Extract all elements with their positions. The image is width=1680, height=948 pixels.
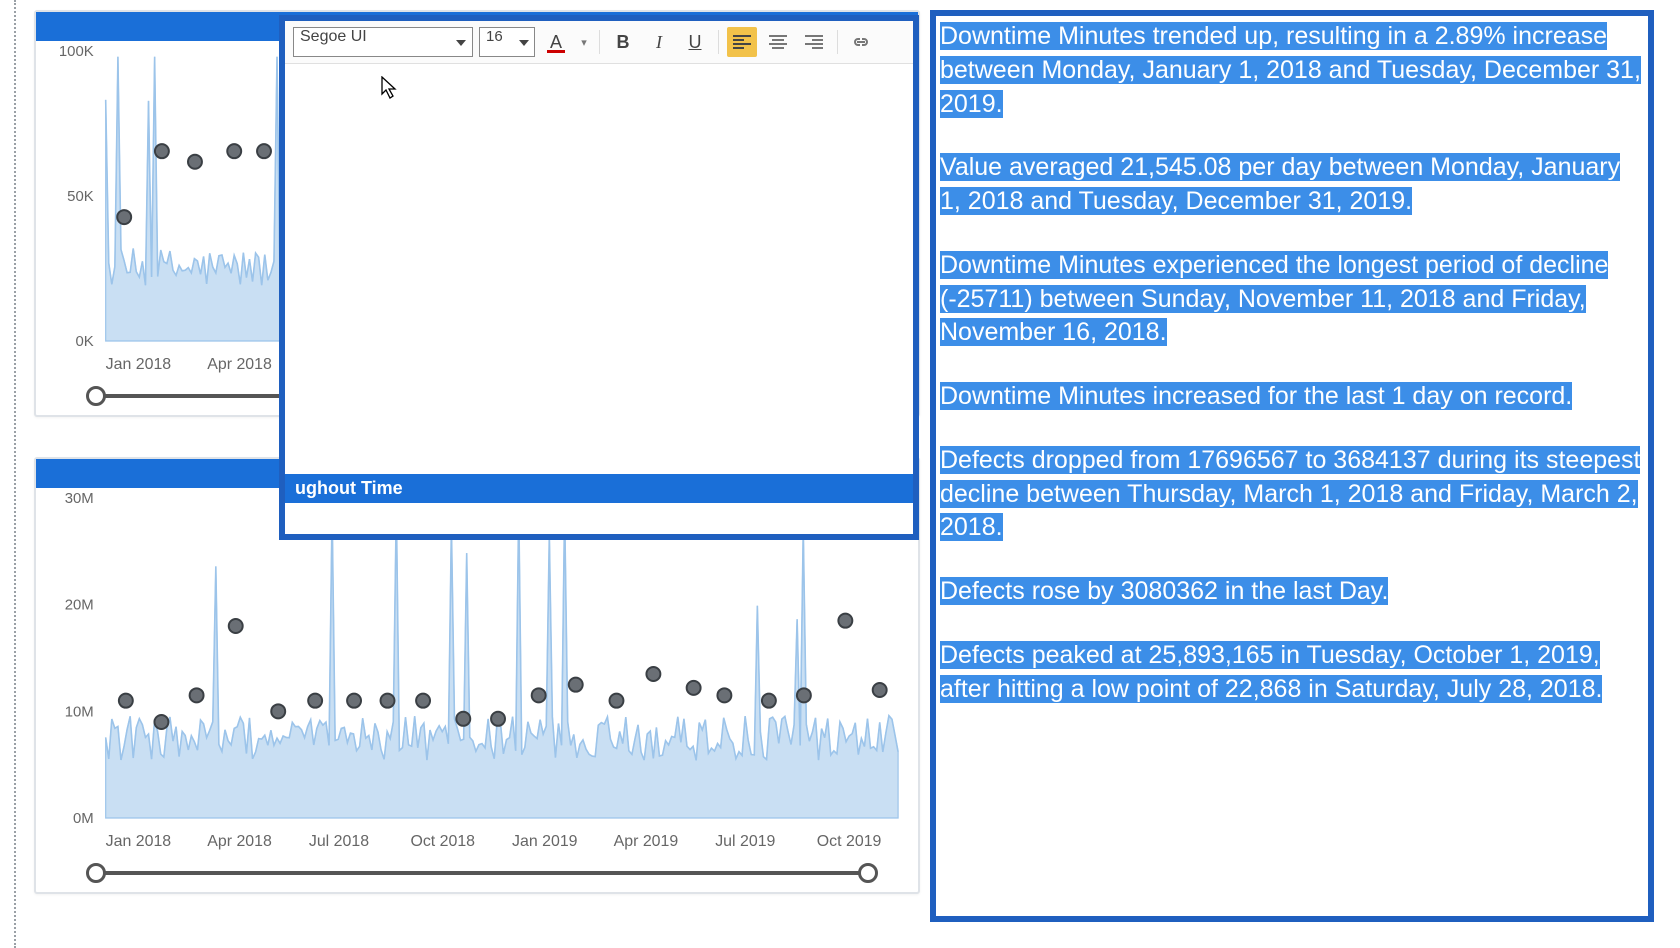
insight-block: Defects peaked at 25,893,165 in Tuesday,… [940,639,1644,707]
bold-icon: B [617,32,630,53]
insight-text[interactable]: Downtime Minutes experienced the longest… [940,251,1608,347]
font-color-chevron-icon[interactable]: ▾ [577,36,591,49]
svg-text:Oct 2018: Oct 2018 [410,833,475,850]
svg-text:Apr 2019: Apr 2019 [614,833,679,850]
insight-block: Downtime Minutes experienced the longest… [940,249,1644,350]
font-size-value: 16 [486,28,503,45]
toolbar-separator [718,30,719,54]
svg-text:Jan 2019: Jan 2019 [512,833,578,850]
insight-block: Value averaged 21,545.08 per day between… [940,151,1644,219]
svg-text:Oct 2019: Oct 2019 [817,833,882,850]
align-center-button[interactable] [763,27,793,57]
svg-text:10M: 10M [65,703,94,720]
align-left-icon [733,35,751,49]
font-color-icon: A [550,32,562,53]
svg-text:Jan 2018: Jan 2018 [106,356,172,373]
editor-body[interactable]: ughout Time [285,64,913,534]
slider-track-line [96,871,868,875]
italic-icon: I [656,32,662,53]
underline-icon: U [689,32,702,53]
svg-text:30M: 30M [65,490,94,507]
font-size-select[interactable]: 16 [479,27,535,57]
toolbar-separator [837,30,838,54]
editor-toolbar: Segoe UI 16 A ▾ B I U [285,21,913,64]
svg-text:Jul 2018: Jul 2018 [309,833,369,850]
svg-text:0M: 0M [73,810,94,827]
link-icon [851,35,871,49]
font-color-button[interactable]: A [541,27,571,57]
insight-block: Downtime Minutes trended up, resulting i… [940,20,1644,121]
insight-text[interactable]: Defects rose by 3080362 in the last Day. [940,577,1388,605]
font-family-value: Segoe UI [300,28,367,45]
svg-text:Apr 2018: Apr 2018 [207,356,272,373]
svg-text:100K: 100K [59,43,94,60]
insight-text[interactable]: Value averaged 21,545.08 per day between… [940,153,1620,215]
time-slider-bottom[interactable] [96,858,868,886]
insight-text[interactable]: Downtime Minutes trended up, resulting i… [940,22,1641,118]
align-left-button[interactable] [727,27,757,57]
italic-button[interactable]: I [644,27,674,57]
insight-text[interactable]: Defects dropped from 17696567 to 3684137… [940,446,1640,542]
align-right-button[interactable] [799,27,829,57]
insight-block: Defects dropped from 17696567 to 3684137… [940,444,1644,545]
text-editor-overlay: Segoe UI 16 A ▾ B I U [279,15,919,540]
svg-text:50K: 50K [67,188,94,205]
hyperlink-button[interactable] [846,27,876,57]
insight-block: Defects rose by 3080362 in the last Day. [940,575,1644,609]
slider-knob-start[interactable] [86,863,106,883]
slider-knob-start[interactable] [86,386,106,406]
slider-knob-end[interactable] [858,863,878,883]
svg-text:Apr 2018: Apr 2018 [207,833,272,850]
insight-text[interactable]: Defects peaked at 25,893,165 in Tuesday,… [940,641,1602,703]
svg-text:Jan 2018: Jan 2018 [106,833,172,850]
insight-text[interactable]: Downtime Minutes increased for the last … [940,382,1572,410]
align-center-icon [769,35,787,49]
chart-plot-bottom: 0M 10M 20M 30M Jan 2018 Apr 2018 Jul 2018 Oct 2… [36,488,918,858]
bold-button[interactable]: B [608,27,638,57]
svg-text:Jul 2019: Jul 2019 [715,833,775,850]
insight-block: Downtime Minutes increased for the last … [940,380,1644,414]
toolbar-separator [599,30,600,54]
font-family-select[interactable]: Segoe UI [293,27,473,57]
vertical-guide [14,0,16,948]
svg-text:20M: 20M [65,597,94,614]
align-right-icon [805,35,823,49]
partial-title-text: ughout Time [285,474,913,503]
underline-button[interactable]: U [680,27,710,57]
svg-text:0K: 0K [75,333,93,350]
insights-panel: Downtime Minutes trended up, resulting i… [930,10,1654,922]
